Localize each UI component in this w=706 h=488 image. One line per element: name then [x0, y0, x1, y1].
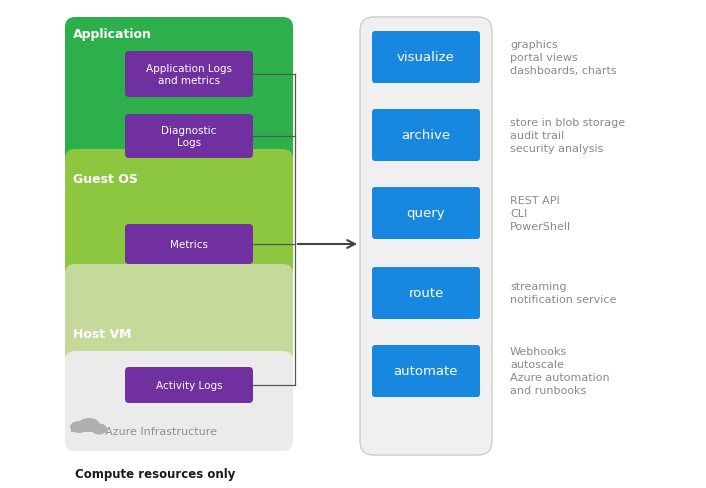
Text: and runbooks: and runbooks	[510, 386, 586, 396]
Text: automate: automate	[394, 365, 458, 378]
Text: Guest OS: Guest OS	[73, 173, 138, 186]
Ellipse shape	[78, 418, 100, 432]
FancyBboxPatch shape	[372, 110, 480, 162]
FancyBboxPatch shape	[125, 367, 253, 403]
Text: Host VM: Host VM	[73, 328, 131, 341]
FancyBboxPatch shape	[125, 224, 253, 264]
Text: dashboards, charts: dashboards, charts	[510, 66, 616, 76]
Text: Azure Infrastructure: Azure Infrastructure	[105, 426, 217, 436]
Text: Application Logs
and metrics: Application Logs and metrics	[146, 64, 232, 85]
Text: notification service: notification service	[510, 295, 616, 305]
FancyBboxPatch shape	[372, 187, 480, 240]
FancyBboxPatch shape	[372, 267, 480, 319]
FancyBboxPatch shape	[65, 150, 293, 280]
Ellipse shape	[91, 424, 107, 435]
Text: Webhooks: Webhooks	[510, 347, 567, 357]
Text: Compute resources only: Compute resources only	[75, 468, 235, 481]
Ellipse shape	[70, 421, 88, 433]
Bar	[71, 424, 103, 432]
FancyBboxPatch shape	[125, 115, 253, 159]
Text: portal views: portal views	[510, 53, 578, 63]
Text: streaming: streaming	[510, 282, 566, 292]
Text: PowerShell: PowerShell	[510, 222, 571, 231]
Text: Diagnostic
Logs: Diagnostic Logs	[161, 126, 217, 147]
Text: Metrics: Metrics	[170, 240, 208, 249]
FancyBboxPatch shape	[65, 264, 293, 364]
Text: audit trail: audit trail	[510, 131, 564, 141]
Text: graphics: graphics	[510, 40, 558, 50]
FancyBboxPatch shape	[372, 346, 480, 397]
Text: store in blob storage: store in blob storage	[510, 118, 625, 128]
FancyBboxPatch shape	[65, 351, 293, 451]
Text: CLI: CLI	[510, 208, 527, 219]
Text: archive: archive	[402, 129, 450, 142]
Text: Application: Application	[73, 28, 152, 41]
FancyBboxPatch shape	[360, 18, 492, 455]
Text: autoscale: autoscale	[510, 360, 564, 370]
Text: visualize: visualize	[397, 51, 455, 64]
FancyBboxPatch shape	[372, 32, 480, 84]
Text: Activity Logs: Activity Logs	[156, 380, 222, 390]
FancyBboxPatch shape	[125, 52, 253, 98]
Text: query: query	[407, 207, 445, 220]
FancyBboxPatch shape	[65, 18, 293, 165]
Text: Azure automation: Azure automation	[510, 373, 609, 383]
Text: security analysis: security analysis	[510, 143, 604, 154]
Text: route: route	[408, 287, 443, 300]
Text: REST API: REST API	[510, 196, 560, 205]
